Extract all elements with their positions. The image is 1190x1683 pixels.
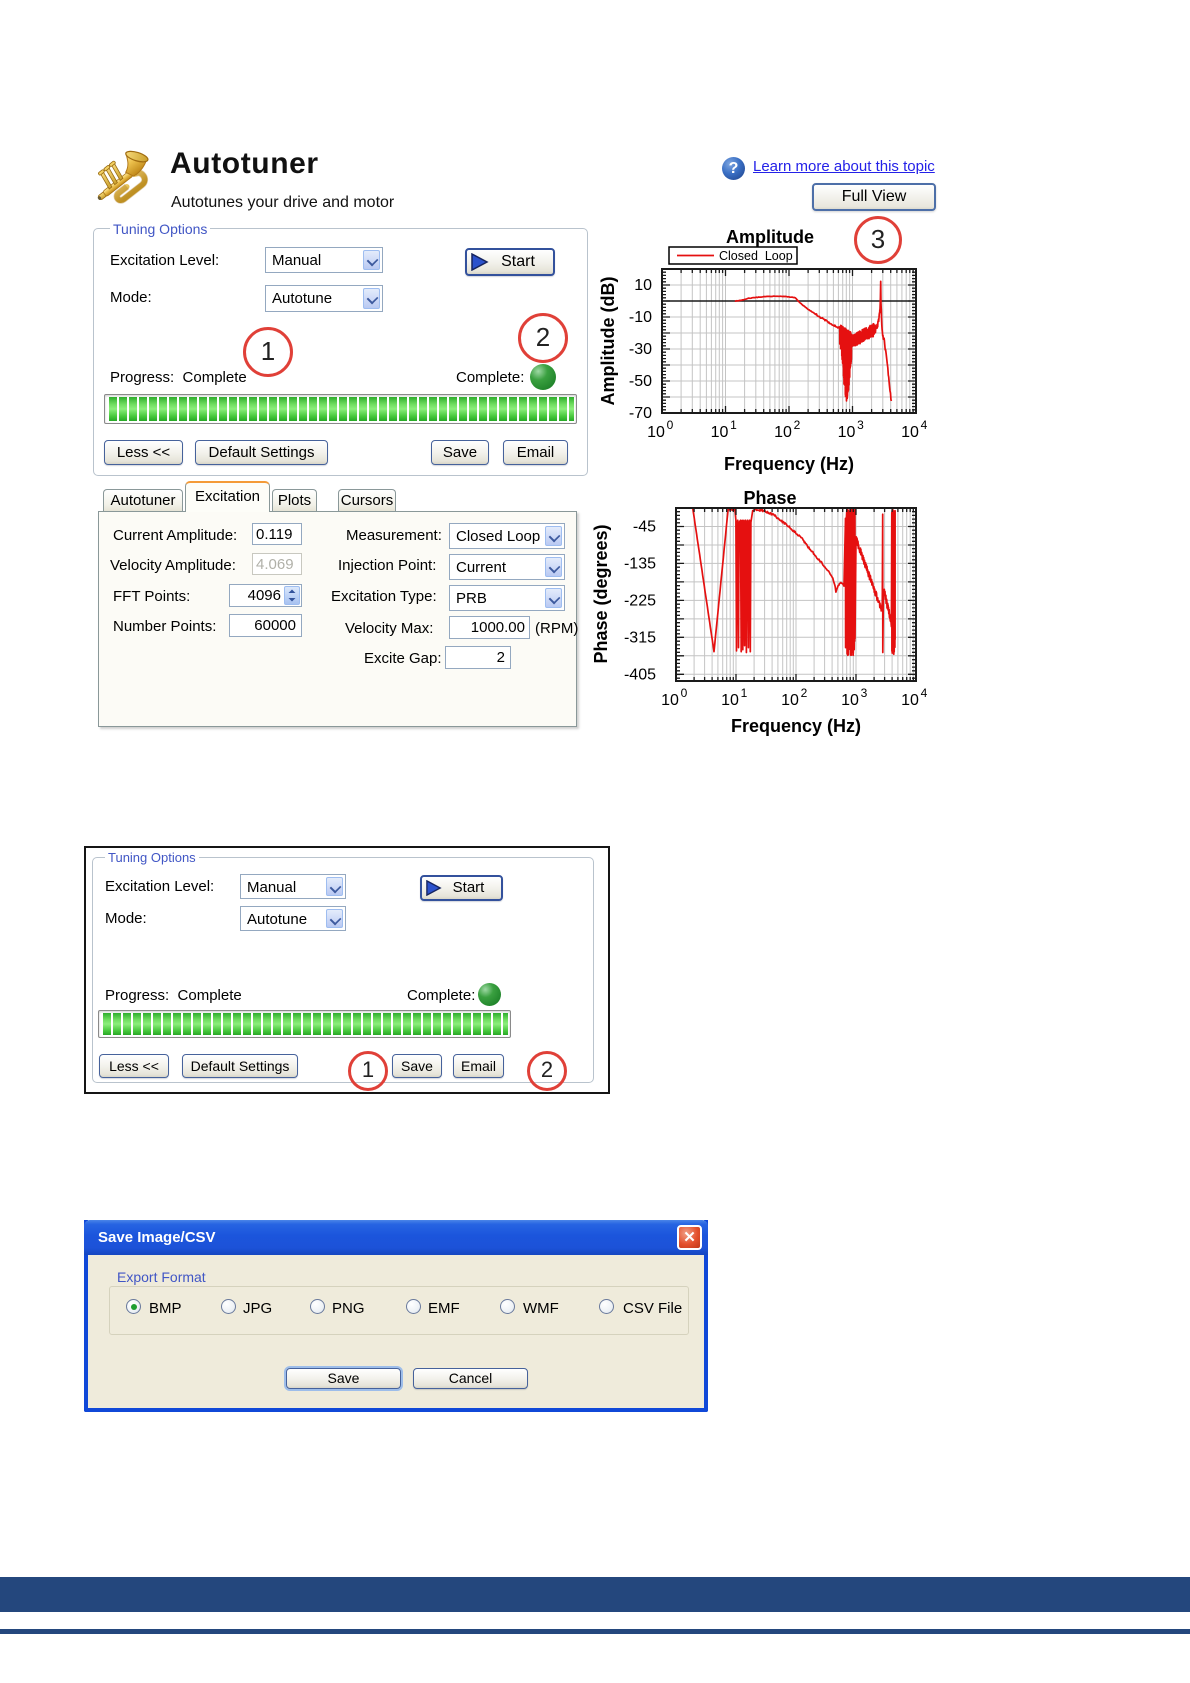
svg-text:4: 4 [921, 418, 928, 432]
svg-text:-30: -30 [629, 341, 652, 358]
svg-text:-45: -45 [633, 519, 656, 536]
svg-text:0: 0 [681, 686, 688, 700]
svg-text:10: 10 [634, 277, 652, 294]
svg-text:Phase: Phase [743, 488, 796, 508]
svg-text:10: 10 [901, 692, 919, 709]
svg-text:-225: -225 [624, 592, 656, 609]
svg-text:Phase (degrees): Phase (degrees) [591, 524, 611, 663]
svg-text:-405: -405 [624, 666, 656, 683]
svg-text:10: 10 [781, 692, 799, 709]
svg-text:10: 10 [661, 692, 679, 709]
svg-text:10: 10 [901, 424, 919, 441]
svg-text:-315: -315 [624, 629, 656, 646]
svg-text:10: 10 [711, 424, 729, 441]
svg-text:Frequency (Hz): Frequency (Hz) [731, 716, 861, 736]
svg-text:Amplitude (dB): Amplitude (dB) [598, 277, 618, 406]
svg-text:-50: -50 [629, 373, 652, 390]
svg-text:-70: -70 [629, 405, 652, 422]
svg-text:Frequency (Hz): Frequency (Hz) [724, 454, 854, 474]
svg-text:1: 1 [730, 418, 737, 432]
svg-text:2: 2 [794, 418, 801, 432]
svg-text:10: 10 [647, 424, 665, 441]
svg-text:-10: -10 [629, 309, 652, 326]
svg-text:0: 0 [667, 418, 674, 432]
svg-text:Closed Loop: Closed Loop [719, 249, 793, 263]
svg-text:3: 3 [861, 686, 868, 700]
svg-text:10: 10 [838, 424, 856, 441]
svg-text:3: 3 [857, 418, 864, 432]
svg-text:Amplitude: Amplitude [726, 227, 814, 247]
svg-text:2: 2 [801, 686, 808, 700]
svg-text:-135: -135 [624, 555, 656, 572]
svg-text:10: 10 [841, 692, 859, 709]
svg-text:10: 10 [721, 692, 739, 709]
svg-text:10: 10 [774, 424, 792, 441]
svg-text:1: 1 [741, 686, 748, 700]
svg-text:4: 4 [921, 686, 928, 700]
